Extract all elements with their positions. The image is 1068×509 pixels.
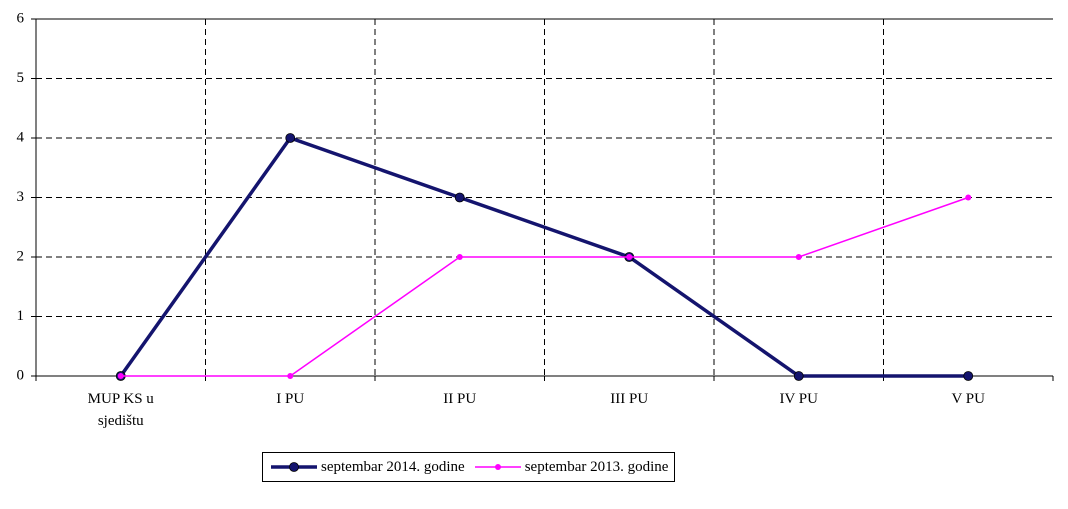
x-tick-label-box: I PU	[276, 391, 305, 407]
y-tick-label: 3	[17, 189, 25, 205]
x-tick-label-box: MUP KS u sjedištu	[87, 391, 154, 429]
y-tick-label: 0	[17, 367, 25, 383]
point	[965, 194, 972, 201]
x-tick-label-box: IV PU	[779, 391, 818, 407]
x-tick-label: MUP KS u sjedištu	[87, 391, 154, 429]
point	[285, 133, 296, 143]
legend-swatch	[474, 464, 521, 470]
x-tick-label: V PU	[951, 391, 986, 407]
legend-item: septembar 2014. godine	[269, 459, 465, 476]
y-tick-label: 6	[17, 10, 25, 26]
chart: 0 1 2 3 4 5 6 MUP KS u sjedištu I PU II PU III PU I…	[17, 10, 1054, 429]
series-line	[120, 196, 969, 377]
point	[795, 254, 802, 260]
legend-swatch	[271, 462, 317, 472]
point	[287, 373, 294, 379]
legend-label: septembar 2014. godine	[321, 458, 465, 475]
y-tick-label: 2	[17, 248, 25, 264]
y-tick-label: 4	[17, 129, 25, 145]
x-tick-label: III PU	[610, 391, 649, 407]
legend-label: septembar 2013. godine	[524, 458, 669, 475]
point	[117, 373, 124, 379]
point	[793, 371, 804, 381]
point	[963, 371, 974, 381]
x-tick-label-box: III PU	[610, 391, 649, 407]
legend-marker	[494, 464, 501, 470]
point	[626, 254, 633, 260]
point	[454, 192, 465, 203]
legend: septembar 2014. godine septembar 2013. go…	[262, 452, 676, 482]
y-tick-label: 1	[17, 308, 25, 324]
x-tick-label: IV PU	[779, 391, 818, 407]
series-line	[119, 135, 969, 378]
x-tick-label: I PU	[276, 391, 305, 407]
legend-marker	[289, 462, 299, 472]
point	[456, 254, 463, 260]
x-tick-label: II PU	[443, 391, 477, 407]
y-tick-label: 5	[17, 70, 25, 86]
x-tick-label-box: II PU	[443, 391, 477, 407]
legend-item: septembar 2013. godine	[473, 458, 669, 476]
x-tick-label-box: V PU	[951, 391, 986, 407]
